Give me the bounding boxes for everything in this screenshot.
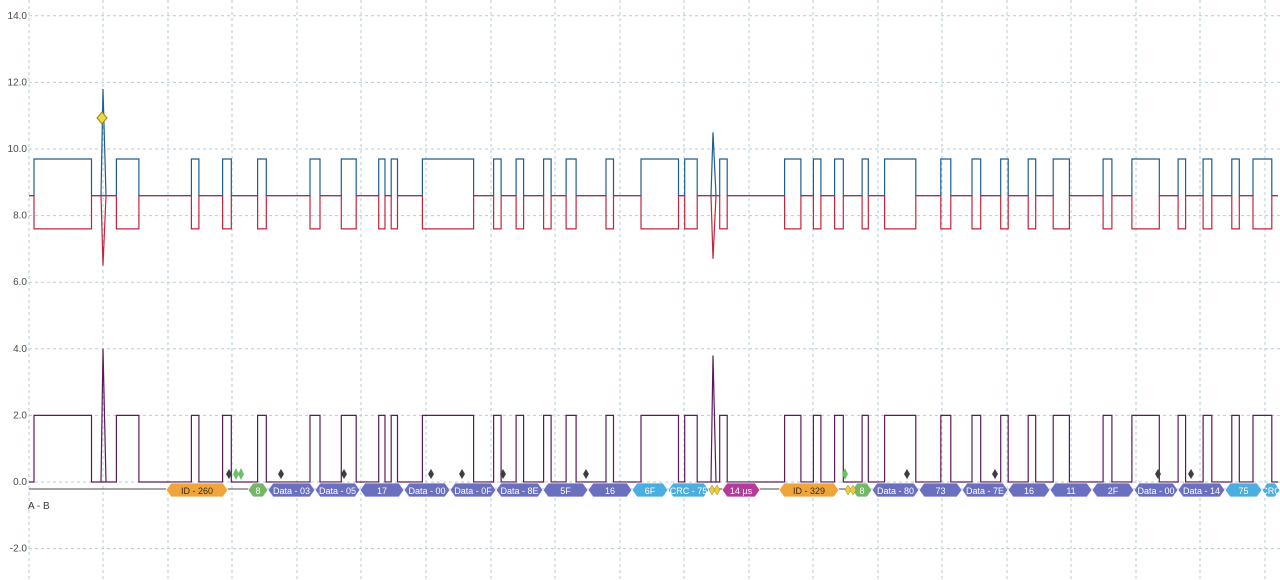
decode-packet-label: Data - 0F <box>454 486 492 496</box>
trigger-marker <box>96 111 108 125</box>
decode-packet-label: 16 <box>1024 486 1034 496</box>
trace-spike <box>100 195 107 266</box>
stuff-bit-marker <box>1188 469 1194 479</box>
decode-packet-label: 5F <box>560 486 571 496</box>
decode-packet-id[interactable] <box>165 482 229 498</box>
can-decode-bus: ID - 260 8 Data - 03 Data - 05 17 Data - 00 Da… <box>165 482 1280 498</box>
y-axis: 14.0 12.0 10.0 8.0 6.0 4.0 2.0 0.0 -2.0 <box>8 11 28 555</box>
decode-packet-label: 75 <box>1238 486 1248 496</box>
trace-series-2 <box>29 195 1278 230</box>
decode-packet-label: Data - 80 <box>877 486 914 496</box>
y-tick-label: 4.0 <box>13 344 27 355</box>
decode-packet-label: 2F <box>1108 486 1119 496</box>
decode-packet-label: 8 <box>859 486 864 496</box>
eof-marker <box>844 484 852 496</box>
ack-marker <box>842 468 848 480</box>
decode-packet-label: ID - 260 <box>181 486 213 496</box>
decode-packet-label: 14 µs <box>730 486 753 496</box>
stuff-bit-marker <box>226 469 232 479</box>
decode-packet-gap[interactable] <box>721 482 761 498</box>
trace-spike <box>100 348 107 483</box>
stuff-bit-marker <box>500 469 506 479</box>
stuff-bit-marker <box>428 469 434 479</box>
decode-packet-label: 16 <box>605 486 615 496</box>
decode-packet-label: 8 <box>255 486 260 496</box>
trace-series-1 <box>29 158 1278 197</box>
stuff-bit-marker <box>341 469 347 479</box>
trace-spike <box>710 355 717 483</box>
decode-packet-label: 17 <box>377 486 387 496</box>
trace-spike <box>710 195 717 259</box>
decode-packet-label: Data - 14 <box>1183 486 1220 496</box>
y-tick-label: 0.0 <box>13 477 27 488</box>
y-tick-label: 14.0 <box>8 11 28 22</box>
stuff-bit-marker <box>904 469 910 479</box>
stuff-bit-marker <box>992 469 998 479</box>
decode-packet-label: Data - 00 <box>408 486 445 496</box>
y-tick-label: -2.0 <box>10 544 28 555</box>
y-tick-label: 10.0 <box>8 144 28 155</box>
eof-marker <box>713 484 721 496</box>
decode-packet-id[interactable] <box>778 482 840 498</box>
eof-marker <box>849 484 857 496</box>
trace-spike <box>100 89 107 196</box>
decode-packet-label: Data - 7E <box>966 486 1004 496</box>
y-tick-label: 8.0 <box>13 211 27 222</box>
decode-packet-label: Data - 00 <box>1137 486 1174 496</box>
trace-spike <box>710 132 717 196</box>
decode-packet-crc[interactable] <box>1261 482 1280 498</box>
decode-packet-label: Data - 05 <box>319 486 356 496</box>
decode-packet-label: 6F <box>645 486 656 496</box>
eof-marker <box>708 484 716 496</box>
channel-label: A - B <box>28 501 50 512</box>
y-tick-label: 6.0 <box>13 277 27 288</box>
decode-packet-label: CRC <box>1261 486 1280 496</box>
decode-packet-label: Data - 03 <box>273 486 310 496</box>
ack-marker <box>233 468 239 480</box>
stuff-bit-marker <box>278 469 284 479</box>
grid-lines <box>28 0 1280 580</box>
y-tick-label: 2.0 <box>13 410 27 421</box>
decode-packet-label: ID - 329 <box>793 486 825 496</box>
decode-packet-label: 73 <box>935 486 945 496</box>
decode-packet-label: Data - 8E <box>500 486 538 496</box>
stuff-bit-marker <box>1155 469 1161 479</box>
ack-marker <box>238 468 244 480</box>
decode-packet-label: CRC - 75 <box>670 486 708 496</box>
trace-series-3 <box>29 414 1278 483</box>
stuff-bit-marker <box>459 469 465 479</box>
stuff-bit-marker <box>583 469 589 479</box>
y-tick-label: 12.0 <box>8 77 28 88</box>
decode-packet-label: 11 <box>1066 486 1075 496</box>
bit-markers <box>226 468 1194 496</box>
